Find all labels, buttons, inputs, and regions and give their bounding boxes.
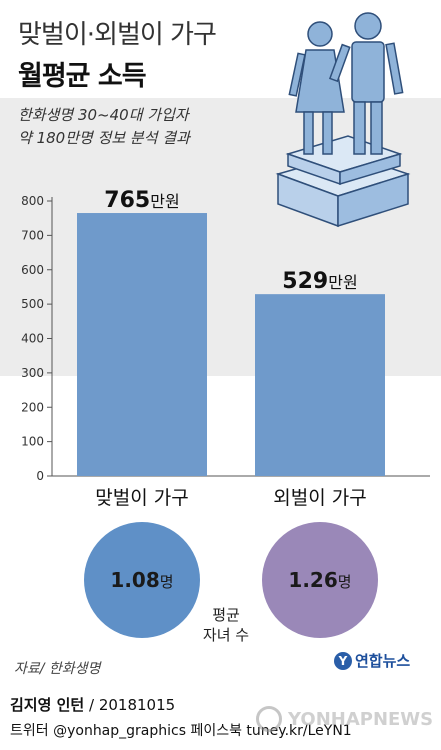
y-tick-label: 100 — [21, 435, 44, 449]
children-circle-1 — [84, 522, 200, 638]
category-label: 맞벌이 가구 — [95, 487, 188, 509]
note-line-2: 약 180만명 정보 분석 결과 — [18, 129, 190, 147]
yonhap-watermark: YONHAPNEWS — [256, 706, 433, 732]
credit-line: 김지영 인턴 / 20181015 — [10, 694, 175, 715]
y-tick-label: 800 — [21, 194, 44, 208]
y-tick-label: 400 — [21, 332, 44, 346]
credit-date: / 20181015 — [84, 696, 176, 714]
page-title: 맞벌이·외벌이 가구 — [18, 20, 217, 50]
bar-2 — [255, 294, 385, 476]
y-tick-label: 700 — [21, 228, 44, 242]
children-value-label: 1.26명 — [288, 568, 351, 592]
children-circle-2 — [262, 522, 378, 638]
page-subtitle: 월평균 소득 — [18, 61, 147, 92]
yonhap-logo-icon: Y — [334, 651, 352, 670]
y-tick-label: 200 — [21, 400, 44, 414]
bar-1 — [77, 213, 207, 476]
credit-name: 김지영 인턴 — [10, 696, 85, 714]
note-line-1: 한화생명 30~40대 가입자 — [18, 106, 189, 124]
children-value-label: 1.08명 — [110, 568, 173, 592]
children-label-line2: 자녀 수 — [202, 626, 250, 644]
bar-value-label: 765만원 — [104, 188, 179, 213]
children-label-line1: 평균 — [212, 606, 240, 624]
watermark-text: YONHAPNEWS — [288, 708, 434, 730]
y-tick-label: 500 — [21, 297, 44, 311]
y-tick-label: 600 — [21, 263, 44, 277]
category-label: 외벌이 가구 — [273, 487, 366, 509]
logo-text: 연합뉴스 — [355, 652, 411, 670]
couple-on-money-illustration — [275, 12, 411, 228]
yonhap-logo: Y 연합뉴스 — [334, 650, 410, 671]
source-note: 자료/ 한화생명 — [14, 661, 101, 677]
bar-value-label: 529만원 — [282, 269, 357, 294]
watermark-icon — [256, 706, 282, 732]
y-tick-label: 300 — [21, 366, 44, 380]
y-tick-label: 0 — [36, 469, 44, 483]
